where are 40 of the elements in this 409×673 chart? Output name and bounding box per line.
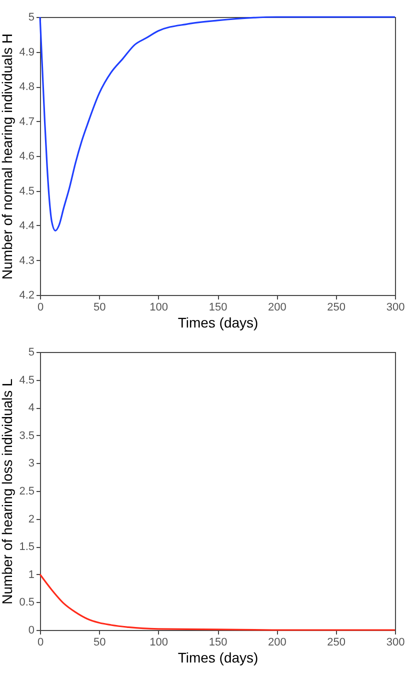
y-tick-label: 1 <box>28 568 34 581</box>
y-tick-label: 2.5 <box>19 486 34 498</box>
x-tick-label: 0 <box>37 302 44 314</box>
y-tick-label: 4.5 <box>19 185 34 198</box>
y-axis-title: Number of hearing loss individuals L <box>0 378 16 604</box>
y-tick-label: 1.5 <box>19 541 34 554</box>
x-tick-label: 250 <box>327 636 346 648</box>
x-tick-label: 100 <box>150 302 168 314</box>
x-tick-label: 200 <box>268 636 286 648</box>
x-axis-title: Times (days) <box>178 650 258 666</box>
y-tick-label: 4.5 <box>19 374 34 386</box>
x-tick-label: 150 <box>208 636 228 648</box>
y-tick-label: 4.9 <box>19 46 34 58</box>
x-axis-title: Times (days) <box>178 314 258 330</box>
x-tick-label: 0 <box>37 636 44 648</box>
x-tick-label: 50 <box>94 302 106 314</box>
x-tick-label: 300 <box>386 302 405 314</box>
y-tick-label: 4.8 <box>19 81 34 93</box>
x-tick-label: 300 <box>386 636 405 648</box>
y-tick-label: 4.3 <box>19 254 34 267</box>
x-tick-label: 200 <box>268 302 286 314</box>
y-tick-label: 5 <box>28 12 34 24</box>
y-tick-label: 0 <box>28 624 34 636</box>
line-series <box>39 16 396 232</box>
x-tick-label: 50 <box>94 636 106 648</box>
y-tick-label: 4.2 <box>19 290 34 302</box>
y-tick-label: 4.7 <box>19 116 34 128</box>
y-tick-label: 4.6 <box>19 150 34 162</box>
y-tick-label: 2 <box>28 513 34 526</box>
y-tick-label: 4 <box>28 402 34 414</box>
x-tick-label: 150 <box>208 302 228 314</box>
y-tick-label: 4.4 <box>19 220 34 232</box>
y-tick-label: 0.5 <box>19 596 34 609</box>
y-tick-label: 3 <box>28 458 34 470</box>
y-tick-label: 5 <box>28 346 34 358</box>
x-tick-label: 250 <box>327 302 346 314</box>
y-tick-label: 3.5 <box>19 430 34 442</box>
line-series <box>39 574 396 631</box>
y-axis-title: Number of normal hearing individuals H <box>0 34 16 280</box>
x-tick-label: 100 <box>150 636 168 648</box>
